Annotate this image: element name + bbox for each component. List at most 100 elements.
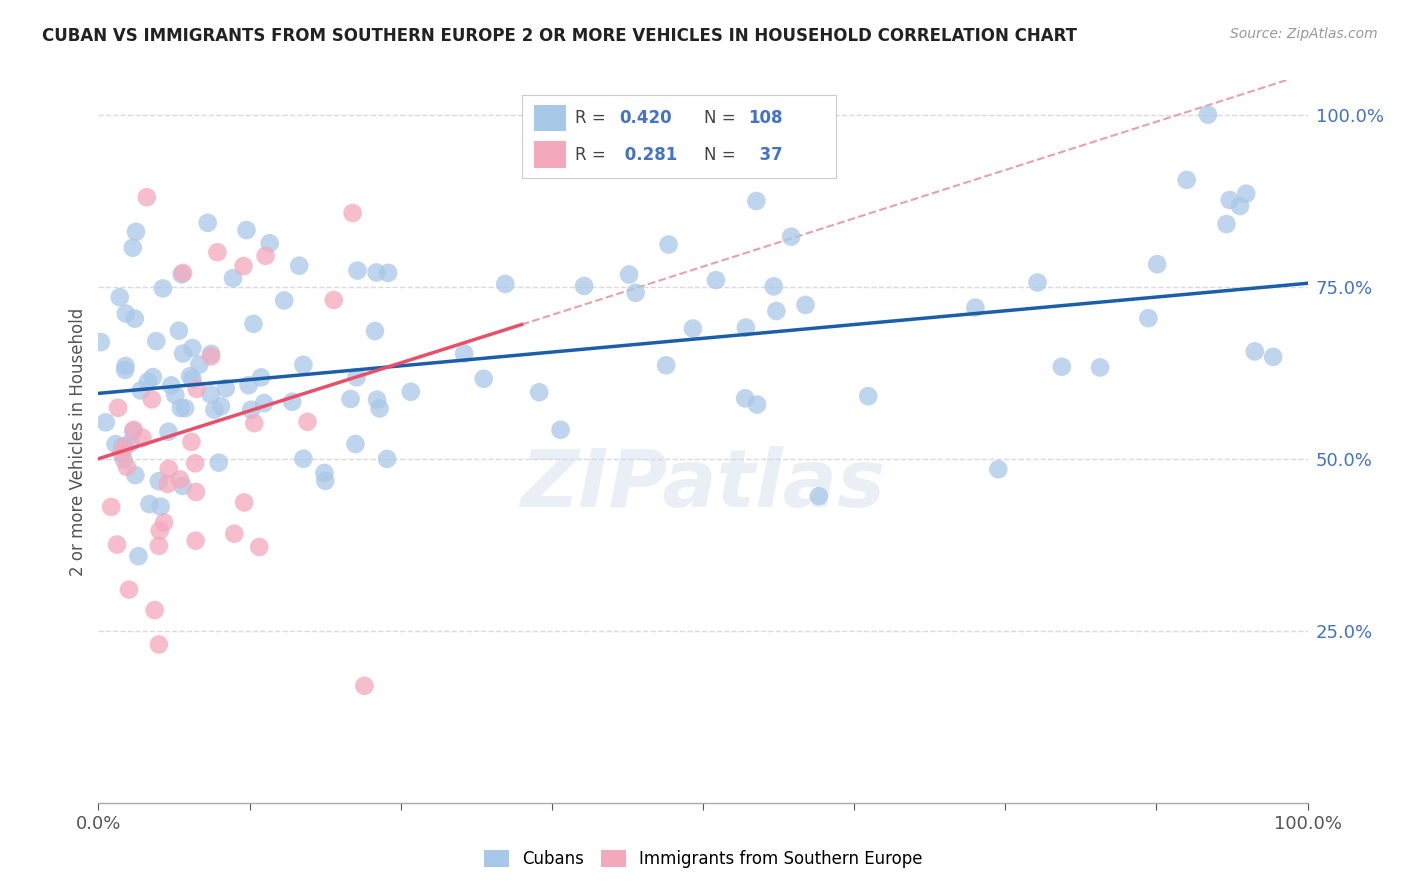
Point (807, 489, 830, 503)
Point (1263, 350, 1285, 364)
Point (124, 311, 146, 326)
Point (188, 358, 211, 372)
Point (794, 298, 817, 312)
Point (122, 423, 145, 437)
Point (197, 216, 219, 230)
Point (114, 363, 136, 377)
Point (135, 190, 157, 204)
Point (104, 437, 127, 451)
Point (780, 229, 803, 244)
Point (149, 500, 172, 514)
Point (344, 437, 367, 451)
Point (314, 474, 336, 488)
Point (160, 378, 183, 392)
Point (856, 389, 879, 403)
Point (366, 392, 388, 407)
Point (377, 266, 399, 280)
Point (131, 431, 153, 445)
Point (727, 136, 749, 151)
Point (169, 472, 191, 486)
Point (153, 516, 176, 530)
Point (165, 388, 187, 402)
Point (745, 398, 768, 412)
Point (624, 285, 647, 300)
Point (148, 638, 170, 652)
Point (107, 401, 129, 415)
Point (987, 462, 1010, 476)
Point (121, 241, 143, 255)
Point (292, 451, 315, 466)
Point (322, 293, 344, 307)
Point (143, 603, 166, 617)
Point (572, 279, 595, 293)
Point (105, 538, 128, 552)
Point (108, 290, 131, 304)
Point (1088, 360, 1111, 375)
Point (174, 401, 197, 416)
Point (167, 324, 190, 338)
Point (734, 392, 756, 406)
Point (250, 370, 273, 384)
Text: CUBAN VS IMMIGRANTS FROM SOUTHERN EUROPE 2 OR MORE VEHICLES IN HOUSEHOLD CORRELA: CUBAN VS IMMIGRANTS FROM SOUTHERN EUROPE… (42, 27, 1077, 45)
Point (157, 461, 180, 475)
Point (179, 369, 201, 384)
Point (253, 396, 276, 410)
Point (156, 477, 179, 491)
Point (208, 456, 231, 470)
Point (148, 474, 170, 488)
Point (292, 358, 315, 372)
Point (136, 375, 159, 389)
Point (129, 384, 152, 398)
Point (235, 223, 257, 237)
Point (550, 423, 572, 437)
Point (281, 394, 304, 409)
Point (233, 495, 256, 509)
Point (172, 266, 194, 280)
Point (339, 392, 361, 406)
Point (527, 385, 550, 400)
Point (114, 307, 136, 321)
Point (207, 245, 229, 260)
Point (209, 399, 232, 413)
Point (232, 259, 254, 273)
Point (1175, 173, 1198, 187)
Point (655, 359, 678, 373)
Point (152, 281, 174, 295)
Point (745, 194, 768, 208)
Point (172, 346, 194, 360)
Point (1026, 276, 1049, 290)
Point (100, 500, 122, 514)
Point (184, 456, 207, 470)
Point (314, 466, 336, 480)
Point (1137, 311, 1160, 326)
Point (1215, 217, 1237, 231)
Point (120, 436, 142, 450)
Legend: Cubans, Immigrants from Southern Europe: Cubans, Immigrants from Southern Europe (477, 843, 929, 875)
Point (112, 453, 135, 467)
Point (399, 384, 422, 399)
Point (114, 440, 136, 454)
Point (122, 425, 145, 439)
Point (94, 415, 117, 429)
Text: Source: ZipAtlas.com: Source: ZipAtlas.com (1230, 27, 1378, 41)
Point (617, 268, 640, 282)
Point (124, 468, 146, 483)
Point (170, 267, 193, 281)
Point (762, 279, 785, 293)
Point (224, 526, 246, 541)
Point (704, 273, 727, 287)
Point (138, 497, 160, 511)
Y-axis label: 2 or more Vehicles in Household: 2 or more Vehicles in Household (69, 308, 87, 575)
Point (1146, 257, 1168, 271)
Point (142, 370, 165, 384)
Point (200, 387, 222, 401)
Point (368, 401, 391, 416)
Point (200, 347, 222, 361)
Point (366, 265, 388, 279)
Point (240, 402, 263, 417)
Point (157, 425, 180, 439)
Point (965, 301, 987, 315)
Point (238, 378, 260, 392)
Point (111, 439, 134, 453)
Point (186, 382, 208, 396)
